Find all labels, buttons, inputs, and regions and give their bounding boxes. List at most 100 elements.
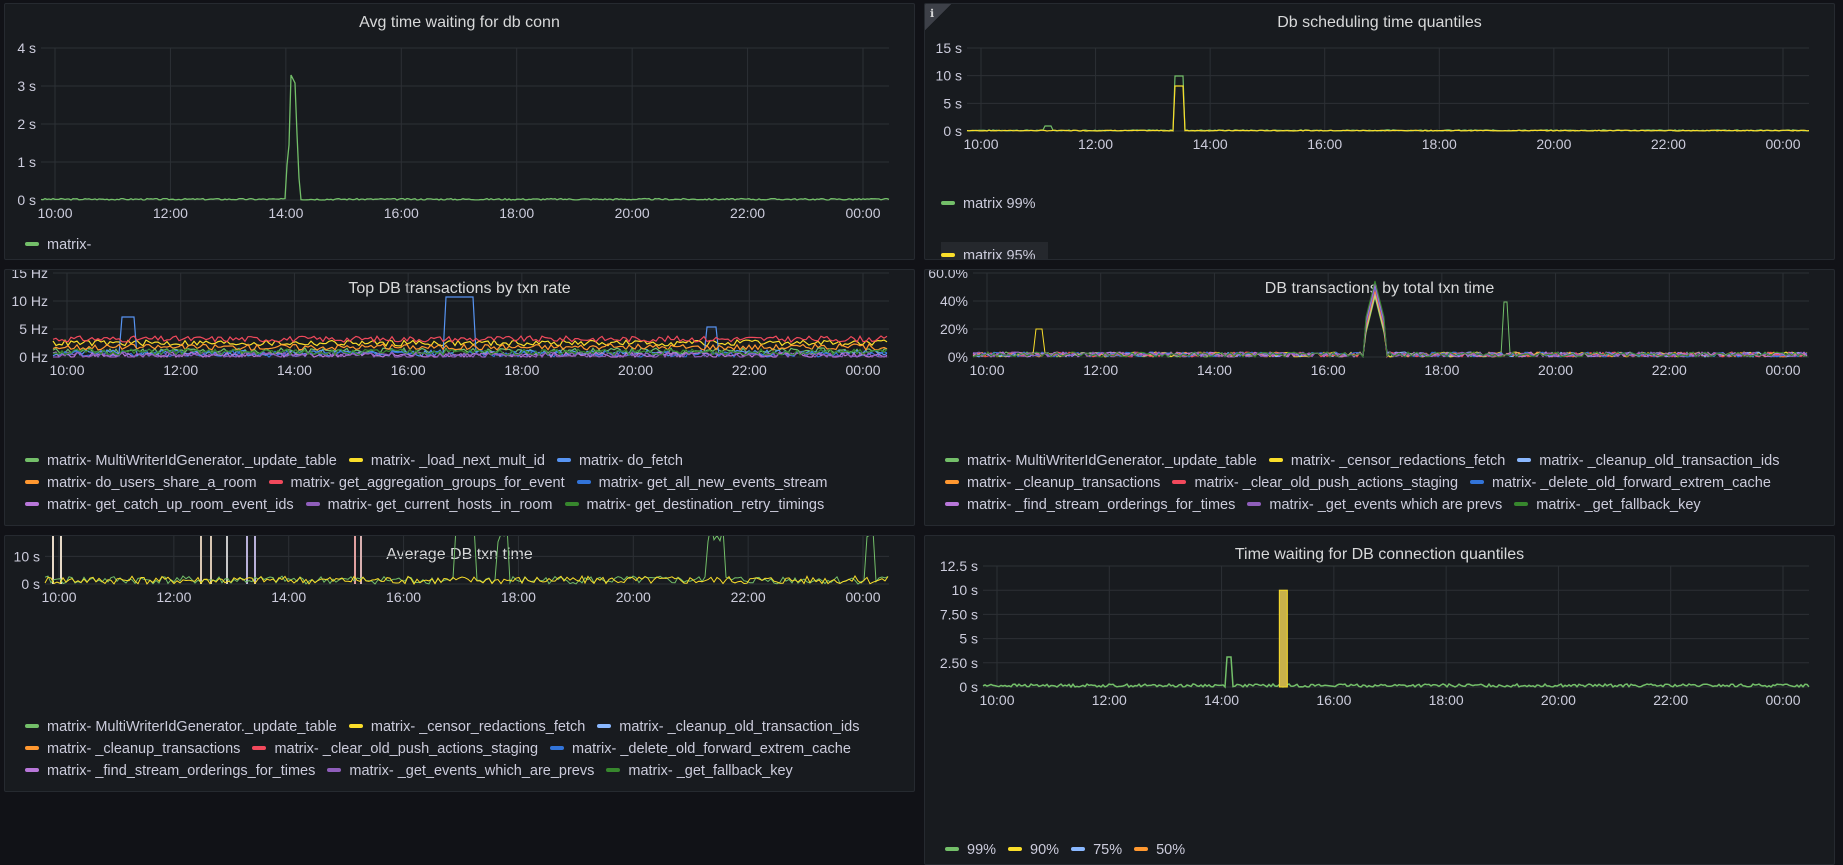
- legend-item[interactable]: matrix- _cleanup_old_transaction_ids: [597, 716, 859, 738]
- legend-item[interactable]: matrix- do_users_share_a_room: [25, 472, 257, 494]
- y-tick-label: 10 s: [936, 68, 962, 84]
- legend-label: matrix- _cleanup_old_transaction_ids: [1539, 453, 1780, 469]
- panel-time-waiting-db-conn-quantiles[interactable]: Time waiting for DB connection quantiles…: [924, 535, 1835, 865]
- legend-swatch: [348, 724, 363, 729]
- legend-swatch: [25, 502, 39, 507]
- y-tick-label: 12.5 s: [940, 558, 978, 574]
- legend-swatch: [25, 768, 39, 773]
- y-tick-label: 0%: [948, 349, 968, 365]
- legend-swatch: [941, 253, 955, 258]
- y-tick-label: 0 s: [17, 192, 36, 208]
- legend-label: matrix- do_users_share_a_room: [47, 475, 257, 491]
- legend-label: matrix- _get_fallback_key: [1536, 497, 1701, 513]
- legend-item[interactable]: matrix- _get_fallback_key: [606, 760, 793, 782]
- series-line: [972, 296, 1808, 358]
- legend-item[interactable]: matrix 95%: [941, 242, 1048, 260]
- panel-average-db-txn-time[interactable]: Average DB txn time 30 s20 s10 s0 s10:00…: [4, 535, 915, 792]
- legend-swatch: [1247, 502, 1262, 507]
- legend-label: matrix- _clear_old_push_actions_staging: [1194, 475, 1459, 491]
- y-tick-label: 5 s: [943, 95, 962, 111]
- legend-item[interactable]: matrix- _cleanup_transactions: [945, 472, 1160, 494]
- panel-db-scheduling-quantiles[interactable]: ℹ Db scheduling time quantiles 15 s 10 s 5…: [924, 3, 1835, 260]
- legend-swatch: [25, 746, 39, 751]
- legend-item[interactable]: 50%: [1134, 839, 1185, 861]
- legend-label: matrix- do_fetch: [578, 453, 683, 469]
- legend-item[interactable]: 75%: [1071, 839, 1122, 861]
- legend-label: matrix 95%: [963, 248, 1036, 260]
- legend-swatch: [252, 746, 267, 751]
- legend-label: matrix- _clear_old_push_actions_staging: [274, 741, 539, 757]
- legend-item[interactable]: matrix- _get_events_which_are_prevs: [327, 760, 594, 782]
- y-tick-label: 3 s: [17, 78, 36, 94]
- legend-item[interactable]: matrix- _load_next_mult_id: [348, 450, 545, 472]
- legend: matrix- MultiWriterIdGenerator._update_t…: [25, 716, 906, 782]
- legend-label: 90%: [1030, 842, 1060, 858]
- y-tick-label: 60.0%: [928, 269, 968, 281]
- x-tick-label: 12:00: [1078, 136, 1113, 152]
- series-line: [972, 288, 1808, 359]
- legend-item[interactable]: matrix- _cleanup_transactions: [25, 738, 240, 760]
- legend-swatch: [945, 847, 959, 852]
- legend-item[interactable]: matrix- get_aggregation_groups_for_event: [268, 472, 565, 494]
- legend-item[interactable]: matrix- _find_stream_orderings_for_times: [945, 494, 1235, 516]
- y-tick-label: 15 s: [936, 40, 962, 56]
- series-line: [972, 286, 1808, 358]
- legend-label: matrix- _censor_redactions_fetch: [370, 719, 586, 735]
- legend-item[interactable]: 99%: [945, 839, 996, 861]
- legend-item[interactable]: matrix- do_fetch: [556, 450, 683, 472]
- legend-item[interactable]: matrix-: [25, 234, 91, 256]
- legend-item[interactable]: matrix- _cleanup_old_transaction_ids: [1517, 450, 1779, 472]
- legend-item[interactable]: matrix- MultiWriterIdGenerator._update_t…: [25, 716, 337, 738]
- y-tick-label: 5 s: [959, 631, 978, 647]
- x-tick-label: 00:00: [845, 362, 880, 378]
- x-tick-label: 10:00: [49, 362, 84, 378]
- panel-top-db-txn-rate[interactable]: Top DB transactions by txn rate 15 Hz 10 …: [4, 269, 915, 526]
- legend-swatch: [348, 458, 363, 463]
- legend-item[interactable]: 90%: [1008, 839, 1059, 861]
- legend-item[interactable]: matrix- get_all_new_events_stream: [576, 472, 828, 494]
- legend-item[interactable]: matrix- get_catch_up_room_event_ids: [25, 494, 294, 516]
- x-tick-label: 12:00: [1092, 692, 1127, 708]
- legend-item[interactable]: matrix- _clear_old_push_actions_staging: [252, 738, 538, 760]
- y-tick-label: 10 s: [14, 548, 40, 564]
- legend-item[interactable]: matrix- get_current_hosts_in_room: [305, 494, 553, 516]
- legend-item[interactable]: matrix- _get_events which are prevs: [1247, 494, 1502, 516]
- legend-item[interactable]: matrix- get_destination_retry_timings: [564, 494, 824, 516]
- x-tick-label: 00:00: [845, 589, 880, 605]
- legend-item[interactable]: matrix- _censor_redactions_fetch: [348, 716, 586, 738]
- legend-item[interactable]: matrix- _find_stream_orderings_for_times: [25, 760, 315, 782]
- series-line: [52, 347, 888, 356]
- legend-swatch: [25, 458, 39, 463]
- x-tick-label: 22:00: [1651, 136, 1686, 152]
- info-icon[interactable]: ℹ: [925, 4, 951, 30]
- y-tick-label: 15 Hz: [11, 269, 48, 281]
- series-line: [973, 292, 1808, 358]
- legend-item[interactable]: matrix- MultiWriterIdGenerator._update_t…: [945, 450, 1257, 472]
- x-tick-label: 18:00: [1429, 692, 1464, 708]
- legend-item[interactable]: matrix- _clear_old_push_actions_staging: [1172, 472, 1458, 494]
- series-line: [52, 351, 888, 359]
- legend-swatch: [564, 502, 579, 507]
- legend-item[interactable]: matrix- _delete_old_forward_extrem_cache: [550, 738, 851, 760]
- legend-swatch: [556, 458, 571, 463]
- legend-item[interactable]: matrix 99%: [941, 190, 1814, 218]
- panel-avg-time-waiting[interactable]: Avg time waiting for db conn 4 s 3 s 2 s 1 …: [4, 3, 915, 260]
- panel-db-txn-total-time[interactable]: DB transactions by total txn time 60.0% 4…: [924, 269, 1835, 526]
- series-line: [44, 536, 889, 585]
- legend-item[interactable]: matrix- _get_fallback_key: [1514, 494, 1701, 516]
- legend: 99% 90% 75% 50%: [945, 839, 1826, 861]
- legend-item[interactable]: matrix- MultiWriterIdGenerator._update_t…: [25, 450, 337, 472]
- legend-item[interactable]: matrix- _censor_redactions_fetch: [1268, 450, 1505, 472]
- series-line: [972, 280, 1808, 358]
- series-line: [52, 335, 888, 344]
- legend-label: matrix- _get_events_which_are_prevs: [349, 763, 595, 779]
- legend-swatch: [1517, 458, 1532, 463]
- x-tick-label: 14:00: [268, 205, 303, 221]
- legend-item[interactable]: matrix- _delete_old_forward_extrem_cache: [1470, 472, 1771, 494]
- legend-swatch: [941, 201, 955, 206]
- x-tick-label: 20:00: [615, 205, 650, 221]
- x-tick-label: 22:00: [730, 205, 765, 221]
- y-tick-label: 10 s: [952, 582, 978, 598]
- legend-label: 50%: [1156, 842, 1186, 858]
- time-series-graph: 15 s 10 s 5 s 0 s10:00 12:00 14:00 16:00 18:00 2…: [936, 40, 1810, 152]
